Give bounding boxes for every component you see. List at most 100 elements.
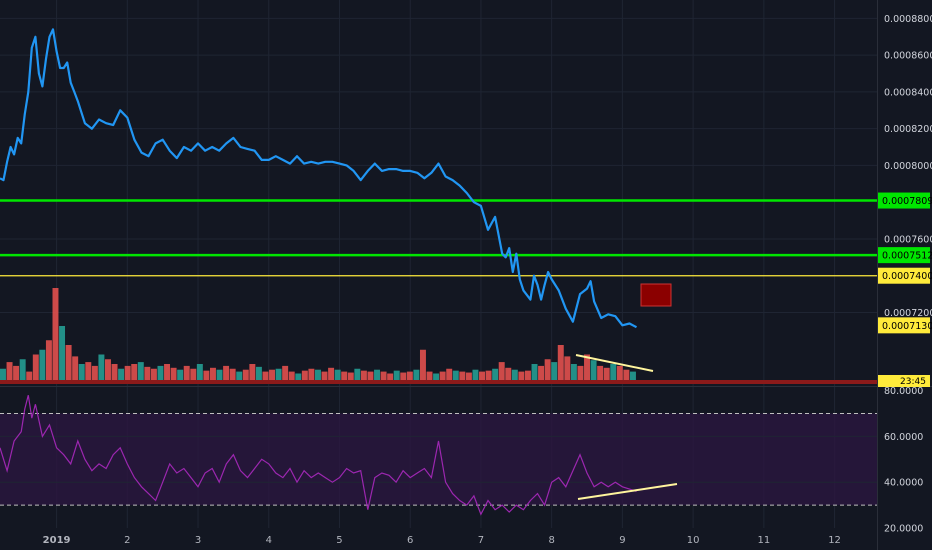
volume-bar [400, 372, 407, 383]
volume-bar [314, 369, 321, 383]
volume-bar [131, 364, 138, 383]
volume-bar [531, 364, 538, 383]
rsi-trendline[interactable] [577, 483, 678, 500]
volume-bar [511, 369, 518, 383]
volume-bar [597, 365, 604, 383]
volume-bar [328, 367, 335, 383]
price-tick-label: 0.0007600 [884, 234, 932, 245]
volume-bar [505, 367, 512, 383]
volume-bar [170, 367, 177, 383]
volume-bar [177, 369, 184, 383]
volume-bar [485, 370, 492, 383]
volume-bar [137, 362, 144, 383]
horizontal-levels[interactable]: 0.0007809 0.0007512 0.0007400 [0, 192, 932, 284]
volume-bar [282, 365, 289, 383]
volume-bar [479, 371, 486, 383]
volume-bar [439, 371, 446, 383]
rsi-tick-label: 20.0000 [884, 524, 923, 535]
volume-bar [118, 368, 125, 383]
volume-bar [0, 368, 6, 383]
time-tick-label: 8 [548, 535, 554, 546]
volume-bar [157, 365, 164, 383]
level-label: 0.0007400 [882, 271, 932, 282]
volume-bar [19, 359, 26, 383]
target-box[interactable] [640, 283, 672, 307]
volume-bar [196, 364, 203, 383]
level-label: 0.0007809 [882, 196, 932, 207]
volume-bar [341, 371, 348, 383]
volume-bar [85, 362, 92, 383]
volume-bar [380, 371, 387, 383]
time-tick-label: 3 [195, 535, 201, 546]
volume-bar [465, 372, 472, 383]
time-tick-label: 12 [828, 535, 841, 546]
price-line [0, 28, 638, 329]
price-tick-label: 0.0008600 [884, 51, 932, 62]
volume-bar [367, 371, 374, 383]
volume-bar [629, 371, 636, 383]
volume-bar [603, 367, 610, 383]
volume-bar [498, 362, 505, 383]
rsi-line [0, 395, 637, 516]
volume-bar [32, 354, 39, 383]
volume-bar [616, 365, 623, 383]
price-series [0, 28, 638, 329]
time-tick-label: 6 [407, 535, 413, 546]
price-tick-label: 0.0008000 [884, 161, 932, 172]
time-tick-label: 11 [757, 535, 770, 546]
volume-bar [524, 370, 531, 383]
time-tick-label: 2019 [43, 535, 71, 546]
volume-bar [538, 365, 545, 383]
volume-bar [393, 370, 400, 383]
volume-bar [78, 364, 85, 383]
volume-bar [308, 368, 315, 383]
volume-bar [321, 371, 328, 383]
volume-bar [551, 362, 558, 383]
volume-bar [564, 356, 571, 383]
price-trendline[interactable] [575, 354, 654, 372]
time-tick-label: 9 [619, 535, 625, 546]
volume-bars [0, 288, 877, 384]
volume-baseline [0, 380, 877, 384]
price-tick-label: 0.0008400 [884, 87, 932, 98]
volume-bar [387, 373, 394, 383]
volume-bar [6, 362, 13, 383]
level-label-bg [878, 247, 930, 264]
rsi-series [0, 395, 637, 516]
volume-bar [91, 365, 98, 383]
time-axis[interactable]: 2019 2 3 4 5 6 7 8 9 10 11 12 [43, 535, 841, 546]
price-axis[interactable]: 0.0008800 0.0008600 0.0008400 0.0008200 0.00… [878, 14, 932, 387]
volume-bar [203, 370, 210, 383]
level-label: 0.0007512 [882, 251, 932, 262]
volume-bar [590, 360, 597, 383]
volume-bar [295, 373, 302, 383]
volume-bar [190, 368, 197, 383]
rsi-axis[interactable]: 80.0000 60.0000 40.0000 20.0000 [884, 386, 923, 534]
volume-bar [492, 368, 499, 383]
volume-bar [557, 345, 564, 383]
volume-bar [518, 371, 525, 383]
level-label-bg [878, 192, 930, 209]
volume-bar [334, 369, 341, 383]
rsi-band [0, 413, 877, 506]
volume-bar [216, 369, 223, 383]
volume-bar [124, 365, 131, 383]
volume-bar [301, 370, 308, 383]
volume-bar [570, 364, 577, 383]
volume-bar [150, 368, 157, 383]
volume-bar [406, 371, 413, 383]
volume-bar [413, 369, 420, 383]
time-tick-label: 5 [336, 535, 342, 546]
volume-bar [446, 368, 453, 383]
volume-bar [72, 356, 79, 383]
volume-bar [13, 365, 20, 383]
volume-bar [104, 359, 111, 383]
volume-bar [236, 371, 243, 383]
time-tick-label: 2 [124, 535, 130, 546]
volume-bar [610, 364, 617, 383]
volume-bar [347, 372, 354, 383]
volume-bar [544, 359, 551, 383]
price-tick-label: 0.0008200 [884, 124, 932, 135]
volume-bar [275, 368, 282, 383]
